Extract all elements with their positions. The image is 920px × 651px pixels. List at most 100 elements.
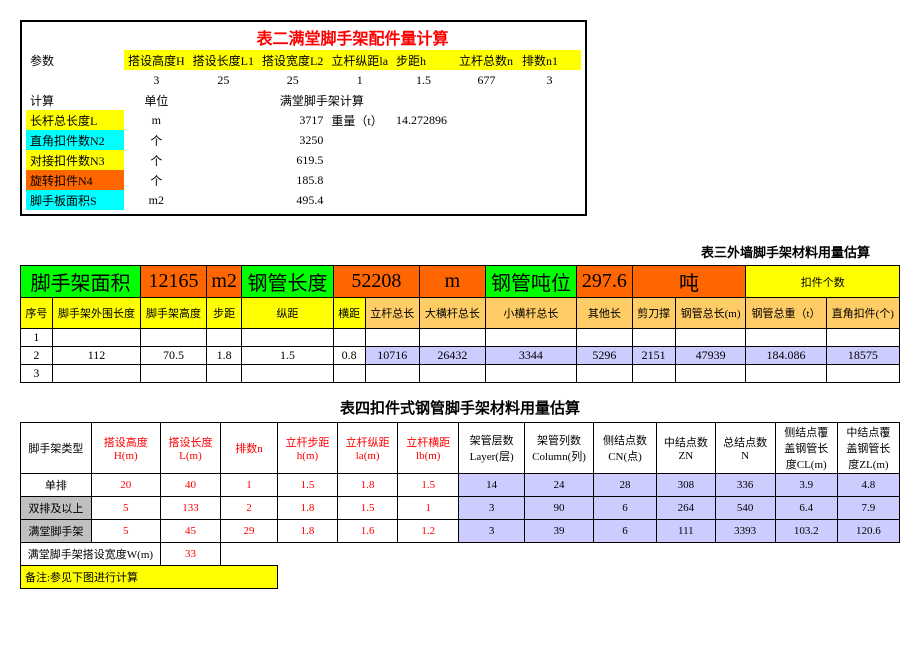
param-val-1: 25	[189, 70, 258, 90]
t3-hdr-0: 序号	[21, 298, 53, 329]
t4-rowname-0: 单排	[21, 474, 92, 497]
table4: 脚手架类型搭设高度H(m)搭设长度L(m)排数n立杆步距h(m)立杆纵距la(m…	[20, 422, 900, 589]
t4-r2c12: 120.6	[837, 520, 899, 543]
t3-r1c2: 70.5	[141, 347, 207, 365]
t2-row-extrav-3	[392, 170, 518, 190]
t4-r2c11: 103.2	[775, 520, 837, 543]
t3-r1c6: 10716	[365, 347, 419, 365]
t4-r0c10: 336	[715, 474, 775, 497]
t2-row-unit-2: 个	[124, 150, 189, 170]
t3-r0c0: 1	[21, 329, 53, 347]
t4-hdr-7: 架管层数Layer(层)	[459, 423, 525, 474]
param-hdr-3: 立杆纵距la	[327, 50, 392, 70]
t3-r1c7: 26432	[420, 347, 486, 365]
t3-r0c13	[826, 329, 899, 347]
t2-row-extrav-2	[392, 150, 518, 170]
t3-big-3: 钢管长度	[242, 266, 333, 298]
t4-r0c11: 3.9	[775, 474, 837, 497]
t3-r1c11: 47939	[675, 347, 746, 365]
table3: 脚手架面积12165m2钢管长度52208m钢管吨位297.6吨扣件个数序号脚手…	[20, 265, 900, 383]
t3-r0c12	[746, 329, 826, 347]
table2: 表二满堂脚手架配件量计算参数搭设高度H搭设长度L1搭设宽度L2立杆纵距la步距h…	[26, 24, 581, 210]
t3-big-0: 脚手架面积	[21, 266, 141, 298]
t3-big-1: 12165	[141, 266, 207, 298]
t3-r1c9: 5296	[577, 347, 632, 365]
t3-hdr-7: 大横杆总长	[420, 298, 486, 329]
t4-r0c7: 24	[525, 474, 594, 497]
t2-row-extralbl-4	[327, 190, 392, 210]
t3-r0c7	[420, 329, 486, 347]
param-val-2: 25	[258, 70, 327, 90]
t3-r0c9	[577, 329, 632, 347]
t4-footer-val: 33	[160, 543, 220, 566]
t4-r1c3: 1.8	[278, 497, 338, 520]
t4-r2c1: 45	[160, 520, 220, 543]
t4-r1c9: 264	[657, 497, 716, 520]
param-val-6: 3	[518, 70, 581, 90]
t4-r0c6: 14	[459, 474, 525, 497]
t3-r0c1	[52, 329, 140, 347]
t4-hdr-4: 立杆步距h(m)	[278, 423, 338, 474]
param-val-3: 1	[327, 70, 392, 90]
t4-r2c0: 5	[91, 520, 160, 543]
t3-hdr-8: 小横杆总长	[485, 298, 576, 329]
t4-r0c1: 40	[160, 474, 220, 497]
t3-big-8: 吨	[632, 266, 746, 298]
t4-r0c5: 1.5	[398, 474, 459, 497]
t4-hdr-10: 中结点数ZN	[657, 423, 716, 474]
t3-hdr-12: 钢管总重（t）	[746, 298, 826, 329]
t4-r1c0: 5	[91, 497, 160, 520]
t4-r1c7: 90	[525, 497, 594, 520]
t4-r2c2: 29	[221, 520, 278, 543]
t4-r1c4: 1.5	[337, 497, 398, 520]
t3-r1c3: 1.8	[206, 347, 241, 365]
t3-r0c5	[333, 329, 365, 347]
t4-r1c8: 6	[593, 497, 656, 520]
t3-r2c0: 3	[21, 365, 53, 383]
param-hdr-2: 搭设宽度L2	[258, 50, 327, 70]
t3-r2c10	[632, 365, 675, 383]
t2-row-name-4: 脚手板面积S	[26, 190, 124, 210]
t2-row-v1-3: 185.8	[258, 170, 327, 190]
t4-r0c9: 308	[657, 474, 716, 497]
t3-r2c3	[206, 365, 241, 383]
table3-title: 表三外墙脚手架材料用量估算	[20, 242, 870, 261]
t3-r2c12	[746, 365, 826, 383]
calc-label: 计算	[26, 90, 124, 110]
t3-r2c13	[826, 365, 899, 383]
t3-r2c1	[52, 365, 140, 383]
t3-r2c4	[242, 365, 333, 383]
table2-title: 表二满堂脚手架配件量计算	[124, 24, 581, 50]
t4-note: 备注:参见下图进行计算	[21, 566, 278, 589]
t2-row-extrav-1	[392, 130, 518, 150]
t3-hdr-4: 纵距	[242, 298, 333, 329]
t4-r2c8: 6	[593, 520, 656, 543]
t3-hdr-9: 其他长	[577, 298, 632, 329]
t4-r0c8: 28	[593, 474, 656, 497]
t4-r0c2: 1	[221, 474, 278, 497]
t3-hdr-13: 直角扣件(个)	[826, 298, 899, 329]
t3-hdr-6: 立杆总长	[365, 298, 419, 329]
calc-title: 满堂脚手架计算	[189, 90, 455, 110]
t4-hdr-13: 中结点覆盖钢管长度ZL(m)	[837, 423, 899, 474]
t3-hdr-10: 剪刀撑	[632, 298, 675, 329]
table4-title: 表四扣件式钢管脚手架材料用量估算	[20, 397, 900, 418]
t4-hdr-2: 搭设长度L(m)	[160, 423, 220, 474]
t3-r0c2	[141, 329, 207, 347]
param-hdr-0: 搭设高度H	[124, 50, 189, 70]
t3-r0c4	[242, 329, 333, 347]
t4-rowname-1: 双排及以上	[21, 497, 92, 520]
t4-r2c5: 1.2	[398, 520, 459, 543]
t3-r1c8: 3344	[485, 347, 576, 365]
t2-row-v1-1: 3250	[258, 130, 327, 150]
param-val-4: 1.5	[392, 70, 455, 90]
t2-row-unit-3: 个	[124, 170, 189, 190]
t2-row-extralbl-0: 重量（t）	[327, 110, 392, 130]
t2-row-name-2: 对接扣件数N3	[26, 150, 124, 170]
t3-hdr-2: 脚手架高度	[141, 298, 207, 329]
t3-r1c13: 18575	[826, 347, 899, 365]
param-hdr-4: 步距h	[392, 50, 455, 70]
t2-row-v1-4: 495.4	[258, 190, 327, 210]
t4-hdr-0: 脚手架类型	[21, 423, 92, 474]
t3-r1c5: 0.8	[333, 347, 365, 365]
